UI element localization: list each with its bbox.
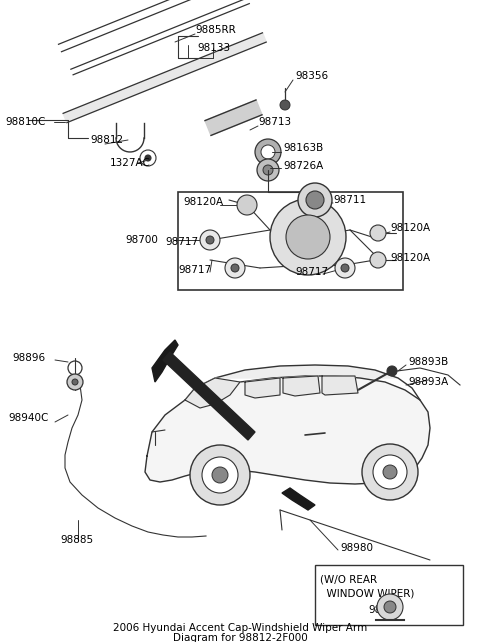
Circle shape [255,139,281,165]
Text: 98940C: 98940C [8,413,48,423]
Circle shape [298,183,332,217]
Text: 98163B: 98163B [283,143,323,153]
Circle shape [387,366,397,376]
Circle shape [280,100,290,110]
Text: 98700: 98700 [125,235,158,245]
Circle shape [370,225,386,241]
Text: 98717: 98717 [165,237,198,247]
Polygon shape [163,352,255,440]
Circle shape [72,379,78,385]
Text: 98885: 98885 [60,535,93,545]
Polygon shape [63,33,266,123]
Text: 98120A: 98120A [183,197,223,207]
Bar [315,565,463,625]
Circle shape [263,165,273,175]
Circle shape [335,258,355,278]
Text: 98810C: 98810C [5,117,46,127]
Text: 2006 Hyundai Accent Cap-Windshield Wiper Arm: 2006 Hyundai Accent Cap-Windshield Wiper… [113,623,367,633]
Text: Diagram for 98812-2F000: Diagram for 98812-2F000 [173,633,307,642]
Circle shape [370,252,386,268]
Circle shape [190,445,250,505]
Polygon shape [283,376,320,396]
Circle shape [286,215,330,259]
Circle shape [212,467,228,483]
Text: (W/O REAR: (W/O REAR [320,575,377,585]
Circle shape [373,455,407,489]
Polygon shape [152,340,178,382]
Circle shape [257,159,279,181]
Circle shape [362,444,418,500]
Text: 98120A: 98120A [390,253,430,263]
Text: 98120A: 98120A [390,223,430,233]
Circle shape [341,264,349,272]
Circle shape [145,155,151,161]
Text: 98870: 98870 [368,605,401,615]
Polygon shape [205,100,262,135]
Circle shape [383,465,397,479]
Text: 98711: 98711 [333,195,366,205]
Text: WINDOW WIPER): WINDOW WIPER) [320,588,414,598]
Polygon shape [322,376,358,395]
Circle shape [261,145,275,159]
Circle shape [225,258,245,278]
Circle shape [67,374,83,390]
Text: 98812: 98812 [90,135,123,145]
Text: 98893A: 98893A [408,377,448,387]
Text: 98896: 98896 [12,353,45,363]
Circle shape [200,230,220,250]
Text: 1327AC: 1327AC [110,158,151,168]
Text: 98133: 98133 [197,43,230,53]
Polygon shape [215,365,398,378]
Circle shape [202,457,238,493]
Circle shape [231,264,239,272]
Text: 9885RR: 9885RR [195,25,236,35]
Text: 98893B: 98893B [408,357,448,367]
Circle shape [270,199,346,275]
Polygon shape [245,378,280,398]
Text: 98717: 98717 [178,265,211,275]
Circle shape [306,191,324,209]
Circle shape [377,594,403,620]
Circle shape [206,236,214,244]
Text: 98713: 98713 [258,117,291,127]
Circle shape [384,601,396,613]
Text: 98717: 98717 [295,267,328,277]
Bar [178,192,403,290]
Polygon shape [282,488,315,510]
Text: 98356: 98356 [295,71,328,81]
Polygon shape [185,378,240,408]
Text: 98726A: 98726A [283,161,323,171]
Text: 98980: 98980 [340,543,373,553]
Circle shape [237,195,257,215]
Polygon shape [145,376,430,484]
